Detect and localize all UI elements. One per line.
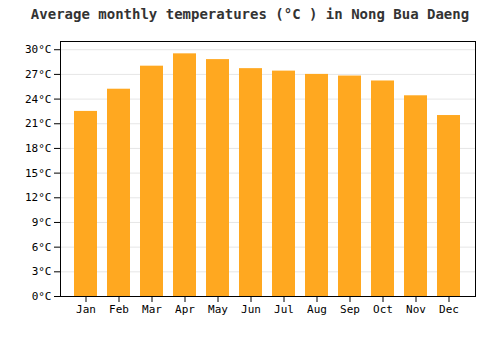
svg-text:0°C: 0°C xyxy=(32,290,52,303)
svg-text:Aug: Aug xyxy=(307,303,327,316)
svg-text:Feb: Feb xyxy=(109,303,129,316)
svg-text:May: May xyxy=(208,303,228,316)
svg-text:Jun: Jun xyxy=(241,303,261,316)
svg-text:Sep: Sep xyxy=(340,303,360,316)
svg-text:15°C: 15°C xyxy=(25,167,52,180)
svg-text:6°C: 6°C xyxy=(32,241,52,254)
svg-text:Mar: Mar xyxy=(142,303,162,316)
svg-text:Oct: Oct xyxy=(373,303,393,316)
svg-text:12°C: 12°C xyxy=(25,191,52,204)
svg-text:30°C: 30°C xyxy=(25,43,52,56)
svg-text:Dec: Dec xyxy=(439,303,459,316)
svg-text:27°C: 27°C xyxy=(25,68,52,81)
svg-text:Jan: Jan xyxy=(76,303,96,316)
svg-text:9°C: 9°C xyxy=(32,216,52,229)
svg-text:24°C: 24°C xyxy=(25,93,52,106)
svg-text:18°C: 18°C xyxy=(25,142,52,155)
svg-text:Apr: Apr xyxy=(175,303,195,316)
svg-text:3°C: 3°C xyxy=(32,265,52,278)
html-text:Average monthly temperatures (: Average monthly temperatures (°C ) in No… xyxy=(30,6,470,22)
svg-text:Jul: Jul xyxy=(274,303,294,316)
svg-text:Nov: Nov xyxy=(406,303,426,316)
svg-text:21°C: 21°C xyxy=(25,117,52,130)
